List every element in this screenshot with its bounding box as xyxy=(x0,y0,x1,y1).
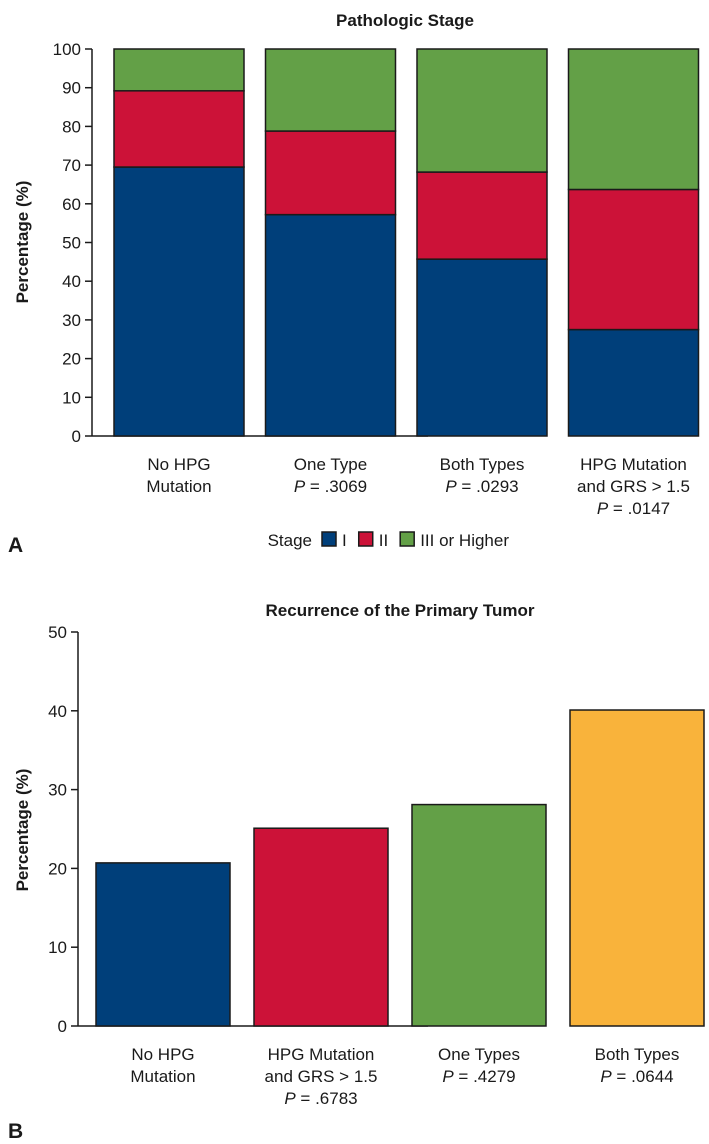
panel-b-category-label: One Types P = .4279 xyxy=(438,1045,520,1086)
panel-b-y-axis-label: Percentage (%) xyxy=(13,769,32,892)
panel-a-legend-label: I xyxy=(342,531,347,550)
panel-a-axes: 0 10 20 30 40 50 60 70 80 90 100 xyxy=(53,40,428,446)
panel-a-y-tick-label: 50 xyxy=(62,234,81,253)
panel-a-legend: Stage I II III or Higher xyxy=(268,531,510,550)
panel-b-y-tick-label: 40 xyxy=(48,702,67,721)
panel-a-bar-segment xyxy=(264,130,397,216)
panel-a-legend-label: III or Higher xyxy=(420,531,509,550)
panel-a-category-label: No HPG Mutation xyxy=(146,455,211,496)
panel-a-y-tick-label: 80 xyxy=(62,117,81,136)
panel-b-bar xyxy=(569,709,705,1027)
panel-b-axes: 0 10 20 30 40 50 xyxy=(48,623,428,1036)
panel-a-category-label: HPG Mutation and GRS > 1.5 P = .0147 xyxy=(577,455,690,518)
panel-a-category-label: One Type P = .3069 xyxy=(294,455,367,496)
panel-a-bar-segment xyxy=(264,48,397,132)
panel-b-category-labels: No HPG Mutation HPG Mutation and GRS > 1.5 P… xyxy=(130,1045,679,1108)
panel-a-y-tick-label: 90 xyxy=(62,79,81,98)
panel-a-category-label: Both Types P = .0293 xyxy=(440,455,525,496)
panel-b-category-label: Both Types P = .0644 xyxy=(595,1045,680,1086)
panel-a-bar-segment xyxy=(567,188,700,331)
panel-a-y-tick-label: 70 xyxy=(62,156,81,175)
panel-a-y-tick-label: 20 xyxy=(62,350,81,369)
panel-a-bar-segment xyxy=(416,258,548,437)
panel-a-y-tick-label: 30 xyxy=(62,311,81,330)
panel-a-legend-label: II xyxy=(379,531,388,550)
panel-b-bar xyxy=(411,803,547,1027)
panel-a-category-labels: No HPG Mutation One Type P = .3069 Both Type… xyxy=(146,455,690,518)
panel-a-y-tick-label: 100 xyxy=(53,40,81,59)
panel-b-bar xyxy=(95,862,231,1027)
panel-a-legend-swatch xyxy=(321,531,337,547)
panel-a-bar-segment xyxy=(567,328,700,437)
panel-a-y-tick-label: 10 xyxy=(62,388,81,407)
panel-a-y-tick-label: 40 xyxy=(62,272,81,291)
panel-b-letter: B xyxy=(8,1120,23,1143)
panel-b-chart: Recurrence of the Primary Tumor Percenta… xyxy=(8,601,705,1143)
panel-a-bar-segment xyxy=(264,213,397,437)
panel-b-category-label: No HPG Mutation xyxy=(130,1045,195,1086)
panel-a-bar-segment xyxy=(416,48,548,173)
panel-a-bar-segment xyxy=(113,48,245,92)
panel-a-bars xyxy=(113,48,700,437)
panel-a-bar-segment xyxy=(113,90,245,168)
panel-a-letter: A xyxy=(8,534,23,557)
panel-a-legend-swatch xyxy=(357,531,374,547)
panel-a-y-tick-label: 60 xyxy=(62,195,81,214)
panel-b-title: Recurrence of the Primary Tumor xyxy=(266,601,535,620)
panel-b-bars xyxy=(95,709,705,1027)
panel-a-bar-segment xyxy=(113,166,245,437)
panel-a-legend-title: Stage xyxy=(268,531,312,550)
panel-a-y-axis-label: Percentage (%) xyxy=(13,181,32,304)
panel-a-bar-segment xyxy=(416,171,548,260)
panel-b-y-tick-label: 30 xyxy=(48,781,67,800)
panel-b-y-tick-label: 50 xyxy=(48,623,67,642)
panel-b-bar xyxy=(253,827,389,1027)
panel-a-bar-segment xyxy=(567,48,700,191)
panel-b-y-tick-label: 10 xyxy=(48,938,67,957)
panel-a-chart: Pathologic Stage Percentage (%) 0 10 20 30 4… xyxy=(8,11,700,557)
panel-b-y-tick-label: 0 xyxy=(58,1017,67,1036)
panel-a-y-tick-label: 0 xyxy=(72,427,81,446)
panel-a-title: Pathologic Stage xyxy=(336,11,474,30)
panel-a-legend-swatch xyxy=(399,531,415,547)
panel-b-y-tick-label: 20 xyxy=(48,859,67,878)
panel-b-category-label: HPG Mutation and GRS > 1.5 P = .6783 xyxy=(265,1045,378,1108)
